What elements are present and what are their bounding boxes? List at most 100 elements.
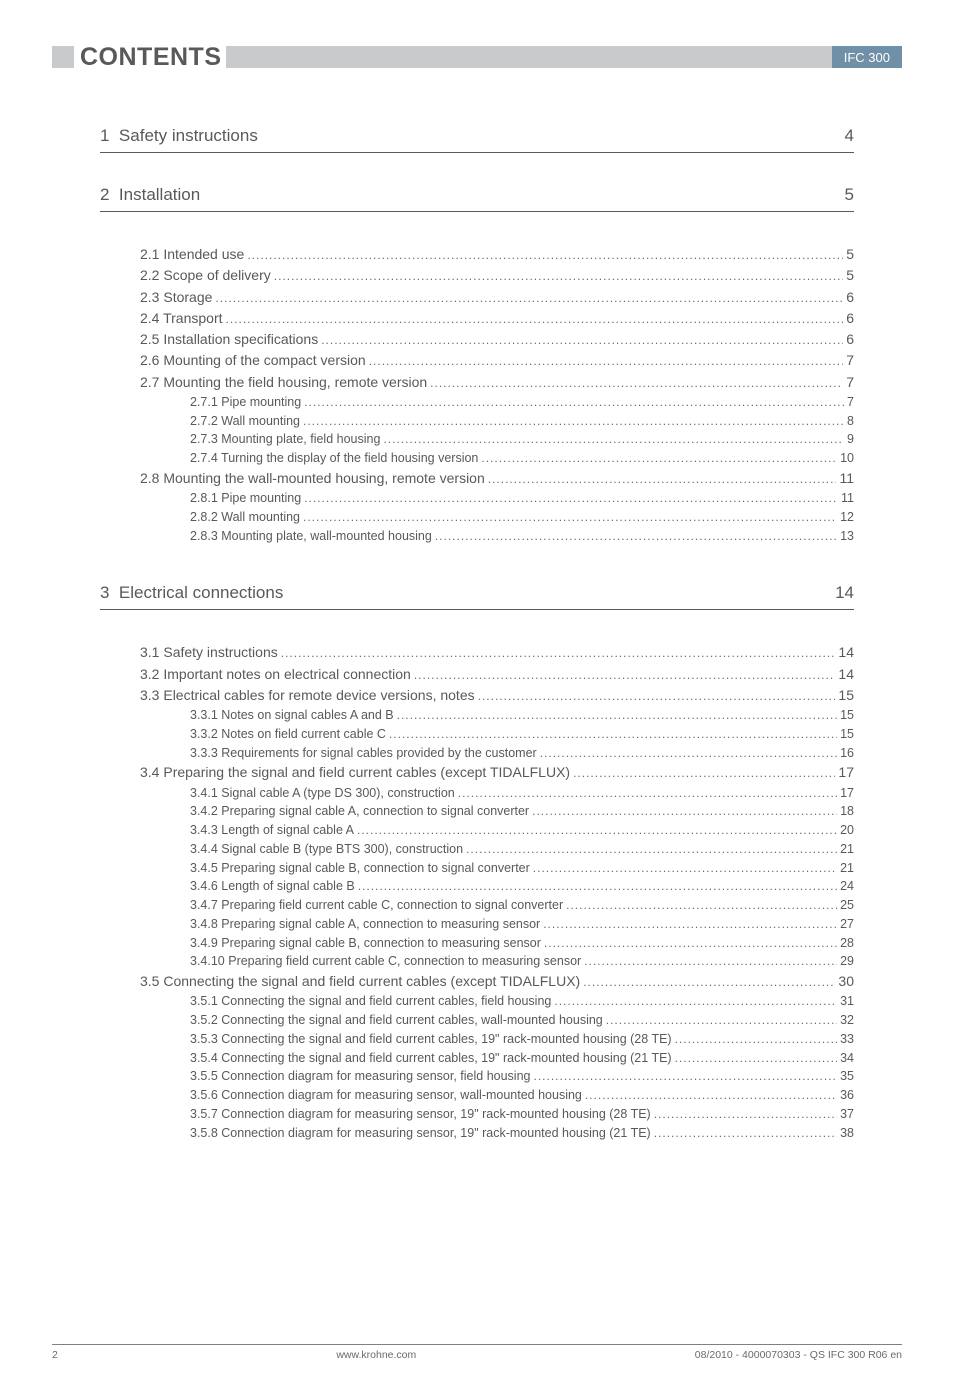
- toc-entry-label: 2.2 Scope of delivery: [140, 265, 271, 286]
- toc-leader: [532, 802, 837, 821]
- page-footer: 2 www.krohne.com 08/2010 - 4000070303 - …: [52, 1344, 902, 1361]
- toc-entry-label: 2.1 Intended use: [140, 244, 244, 265]
- toc-entry-page: 33: [840, 1030, 854, 1049]
- toc-leader: [321, 329, 843, 350]
- toc-entry: 3.5.4 Connecting the signal and field cu…: [100, 1049, 854, 1068]
- toc-entry-page: 7: [847, 393, 854, 412]
- toc-entry: 3.5 Connecting the signal and field curr…: [100, 971, 854, 992]
- toc-leader: [544, 934, 837, 953]
- toc-entry-page: 10: [840, 449, 854, 468]
- toc-leader: [654, 1105, 837, 1124]
- toc-leader: [281, 642, 836, 663]
- toc-entry: 2.3 Storage 6: [100, 287, 854, 308]
- section-2-title: 2 Installation: [100, 185, 200, 205]
- toc-leader: [303, 412, 844, 431]
- toc-entry: 2.7.3 Mounting plate, field housing 9: [100, 430, 854, 449]
- toc-entry-label: 2.7 Mounting the field housing, remote v…: [140, 372, 427, 393]
- toc-entry: 3.2 Important notes on electrical connec…: [100, 664, 854, 685]
- toc-leader: [533, 1067, 837, 1086]
- toc-entry: 3.3.2 Notes on field current cable C 15: [100, 725, 854, 744]
- toc-entry: 3.4.2 Preparing signal cable A, connecti…: [100, 802, 854, 821]
- toc-entry-label: 3.4.4 Signal cable B (type BTS 300), con…: [190, 840, 463, 859]
- toc-entry-label: 3.4.10 Preparing field current cable C, …: [190, 952, 581, 971]
- toc-entry-label: 2.7.2 Wall mounting: [190, 412, 300, 431]
- section-2-row: 2 Installation 5: [100, 179, 854, 209]
- toc-entry-label: 3.5.8 Connection diagram for measuring s…: [190, 1124, 651, 1143]
- toc-entry: 2.8 Mounting the wall-mounted housing, r…: [100, 468, 854, 489]
- header-title-block: CONTENTS: [52, 38, 222, 76]
- toc-entry-label: 2.7.3 Mounting plate, field housing: [190, 430, 380, 449]
- toc-entry-label: 3.1 Safety instructions: [140, 642, 278, 663]
- toc-entry-label: 3.5.3 Connecting the signal and field cu…: [190, 1030, 672, 1049]
- toc-entry-page: 31: [840, 992, 854, 1011]
- section-1-row: 1 Safety instructions 4: [100, 120, 854, 150]
- toc-entry-label: 3.4.3 Length of signal cable A: [190, 821, 354, 840]
- toc-entry-page: 16: [840, 744, 854, 763]
- toc-entry: 3.3.1 Notes on signal cables A and B 15: [100, 706, 854, 725]
- toc-leader: [435, 527, 837, 546]
- toc-entry-page: 8: [847, 412, 854, 431]
- toc-entry-page: 30: [838, 971, 854, 992]
- toc-entry-page: 15: [838, 685, 854, 706]
- toc-entry-page: 36: [840, 1086, 854, 1105]
- toc-leader: [478, 685, 836, 706]
- toc-section-2: 2.1 Intended use 52.2 Scope of delivery …: [100, 244, 854, 545]
- toc-entry-label: 3.4.6 Length of signal cable B: [190, 877, 355, 896]
- toc-entry-page: 25: [840, 896, 854, 915]
- toc-leader: [303, 508, 837, 527]
- toc-entry-page: 18: [840, 802, 854, 821]
- toc-entry: 2.8.3 Mounting plate, wall-mounted housi…: [100, 527, 854, 546]
- toc-entry-label: 2.3 Storage: [140, 287, 212, 308]
- toc-entry-label: 3.4.9 Preparing signal cable B, connecti…: [190, 934, 541, 953]
- section-1-title: 1 Safety instructions: [100, 126, 258, 146]
- toc-entry: 3.4.3 Length of signal cable A 20: [100, 821, 854, 840]
- toc-entry-label: 3.4.7 Preparing field current cable C, c…: [190, 896, 563, 915]
- toc-entry-label: 3.3.3 Requirements for signal cables pro…: [190, 744, 537, 763]
- toc-leader: [675, 1049, 838, 1068]
- toc-leader: [540, 744, 837, 763]
- section-3-title: 3 Electrical connections: [100, 583, 283, 603]
- toc-entry: 2.1 Intended use 5: [100, 244, 854, 265]
- toc-leader: [383, 430, 844, 449]
- toc-entry-label: 3.4.2 Preparing signal cable A, connecti…: [190, 802, 529, 821]
- toc-leader: [654, 1124, 837, 1143]
- toc-entry-label: 3.5.6 Connection diagram for measuring s…: [190, 1086, 582, 1105]
- header-title: CONTENTS: [80, 43, 222, 72]
- toc-leader: [430, 372, 843, 393]
- toc-entry: 3.4.8 Preparing signal cable A, connecti…: [100, 915, 854, 934]
- toc-leader: [583, 971, 835, 992]
- toc-entry: 3.4.1 Signal cable A (type DS 300), cons…: [100, 784, 854, 803]
- toc-entry-page: 6: [846, 287, 854, 308]
- toc-leader: [304, 489, 838, 508]
- toc-entry-page: 14: [838, 642, 854, 663]
- section-3-row: 3 Electrical connections 14: [100, 577, 854, 607]
- toc-entry: 2.8.2 Wall mounting 12: [100, 508, 854, 527]
- toc-leader: [304, 393, 844, 412]
- toc-entry: 3.3 Electrical cables for remote device …: [100, 685, 854, 706]
- header-badge: IFC 300: [832, 46, 902, 68]
- toc-entry: 3.5.8 Connection diagram for measuring s…: [100, 1124, 854, 1143]
- toc-entry: 2.7.4 Turning the display of the field h…: [100, 449, 854, 468]
- toc-leader: [573, 762, 835, 783]
- toc-entry-page: 5: [846, 265, 854, 286]
- toc-entry-label: 2.5 Installation specifications: [140, 329, 318, 350]
- toc-leader: [488, 468, 837, 489]
- toc-entry: 2.4 Transport 6: [100, 308, 854, 329]
- toc-entry-label: 3.5 Connecting the signal and field curr…: [140, 971, 580, 992]
- toc-leader: [584, 952, 837, 971]
- toc-entry: 3.4 Preparing the signal and field curre…: [100, 762, 854, 783]
- toc-entry: 3.5.5 Connection diagram for measuring s…: [100, 1067, 854, 1086]
- toc-entry-page: 17: [840, 784, 854, 803]
- toc-leader: [606, 1011, 837, 1030]
- toc-entry: 3.4.6 Length of signal cable B 24: [100, 877, 854, 896]
- toc-entry-page: 35: [840, 1067, 854, 1086]
- toc-leader: [369, 350, 844, 371]
- toc-entry-label: 3.4.1 Signal cable A (type DS 300), cons…: [190, 784, 455, 803]
- toc-leader: [554, 992, 837, 1011]
- toc-entry-page: 29: [840, 952, 854, 971]
- toc-entry: 3.5.2 Connecting the signal and field cu…: [100, 1011, 854, 1030]
- toc-entry-page: 38: [840, 1124, 854, 1143]
- toc-entry-page: 21: [840, 840, 854, 859]
- toc-entry-label: 2.7.4 Turning the display of the field h…: [190, 449, 478, 468]
- page: CONTENTS IFC 300 1 Safety instructions 4…: [0, 38, 954, 1389]
